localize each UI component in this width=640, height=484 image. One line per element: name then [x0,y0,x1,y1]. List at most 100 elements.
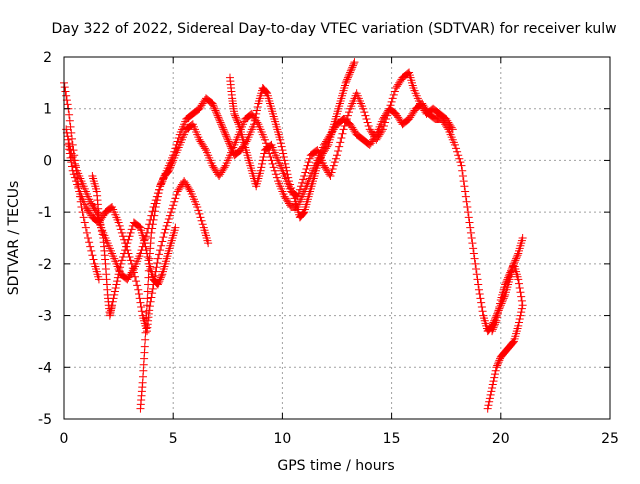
data-point [492,316,501,325]
data-point [144,280,153,289]
data-point [167,161,176,170]
data-point [257,163,266,172]
data-point [260,135,269,144]
data-point [69,170,78,179]
data-point [390,87,399,96]
data-point [495,302,504,311]
data-point [156,182,165,191]
data-point [133,281,142,290]
data-point [66,122,75,131]
data-point [505,270,514,279]
data-point [516,311,525,320]
data-point [458,171,467,180]
data-point [208,99,217,108]
data-point [136,298,145,307]
data-point [485,397,494,406]
data-point [488,327,497,336]
data-point [387,97,396,106]
data-point [113,273,122,282]
data-point [97,223,106,232]
data-point [271,170,280,179]
data-point [300,171,309,180]
data-point [66,153,75,162]
data-point [110,290,119,299]
data-point [200,144,209,153]
data-point [517,308,526,317]
data-point [464,213,473,222]
data-point [149,215,158,224]
data-point [384,108,393,117]
data-point [298,209,307,218]
data-point [73,180,82,189]
data-point [195,209,204,218]
data-point [96,220,105,229]
x-tick-label: 25 [601,431,619,447]
data-point [506,268,515,277]
data-point [493,361,502,370]
data-point [212,109,221,118]
data-point [143,252,152,261]
data-point [487,387,496,396]
data-point [165,211,174,220]
data-point [337,134,346,143]
data-point [185,185,194,194]
x-tick-label: 10 [273,431,291,447]
series-6 [483,259,527,413]
data-point [461,192,470,201]
data-point [296,182,305,191]
x-tick-label: 15 [383,431,401,447]
data-point [111,283,120,292]
data-point [338,129,347,138]
data-point [171,223,180,232]
data-point [513,251,522,260]
data-point [67,158,76,167]
y-tick-label: 0 [43,153,52,169]
data-point [72,177,81,186]
data-point [123,239,132,248]
data-point [464,208,473,217]
data-point [515,318,523,327]
data-point [293,192,302,201]
data-point [64,140,73,149]
data-point [486,390,495,399]
data-point [282,163,291,172]
data-point [148,284,157,293]
data-point [153,280,162,289]
data-point [494,358,503,367]
data-point [211,106,220,115]
data-point [515,315,524,324]
data-point [128,264,137,273]
data-point [298,178,307,187]
data-point [512,252,521,261]
data-point [114,270,123,279]
data-point [65,116,74,125]
data-point [450,140,459,149]
data-point [146,297,155,306]
data-point [97,227,106,236]
data-point [165,165,174,174]
data-point [116,225,125,234]
data-point [301,168,310,177]
data-point [515,283,524,292]
y-tick-label: -1 [38,205,52,221]
data-point [223,135,232,144]
data-point [477,302,486,311]
data-point [489,323,498,332]
data-point [460,182,469,191]
series-3 [88,171,180,320]
data-point [484,401,493,410]
data-point [262,88,271,97]
data-point [466,223,475,232]
data-point [326,171,335,180]
data-point [328,165,337,174]
data-point [359,104,368,113]
data-point [155,185,164,194]
data-point [379,121,388,130]
data-point [378,125,387,134]
data-point [334,146,343,155]
data-point [253,102,262,111]
data-point [281,159,290,168]
data-point [258,156,267,165]
data-point [220,128,229,137]
data-point [68,162,77,171]
